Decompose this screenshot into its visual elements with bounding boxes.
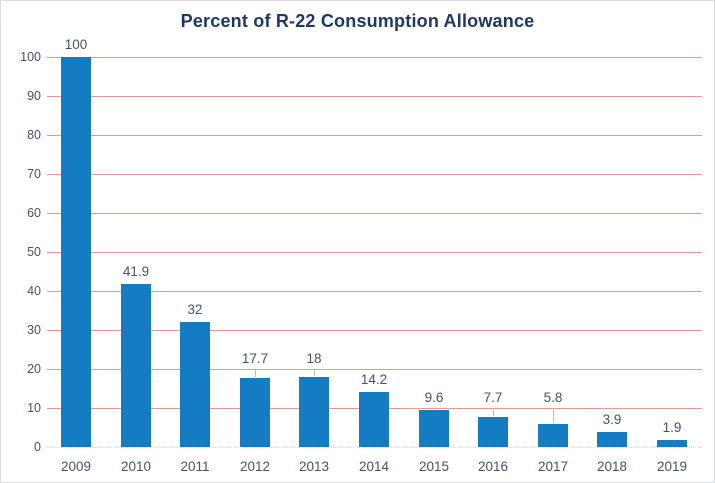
gridline: [47, 174, 702, 175]
data-label: 100: [64, 37, 88, 52]
data-label: 18: [306, 351, 322, 366]
bar-2015: [419, 410, 449, 447]
y-axis-tick-label: 30: [27, 323, 41, 337]
label-leader-line: [314, 369, 315, 376]
x-axis-tick-label: 2010: [120, 459, 152, 474]
y-axis-tick-label: 50: [27, 245, 41, 259]
y-axis-tick-label: 100: [20, 50, 41, 64]
y-axis-tick-label: 20: [27, 362, 41, 376]
data-label: 1.9: [662, 420, 682, 435]
data-label: 9.6: [424, 390, 444, 405]
data-label: 17.7: [241, 351, 269, 366]
y-axis-tick-label: 70: [27, 167, 41, 181]
data-label: 5.8: [543, 390, 563, 405]
x-axis-tick-label: 2017: [537, 459, 569, 474]
x-axis-tick-label: 2018: [596, 459, 628, 474]
x-axis-tick-label: 2019: [656, 459, 688, 474]
x-axis-tick-label: 2016: [477, 459, 509, 474]
bar-2010: [121, 284, 151, 447]
label-leader-line: [255, 369, 256, 377]
data-label: 7.7: [483, 390, 503, 405]
data-label: 3.9: [602, 412, 622, 427]
gridline: [47, 369, 702, 370]
y-axis-tick-label: 40: [27, 284, 41, 298]
x-axis-tick-label: 2013: [298, 459, 330, 474]
y-axis-tick-label: 10: [27, 401, 41, 415]
bar-2017: [538, 424, 568, 447]
x-axis-tick-label: 2011: [180, 459, 210, 474]
y-axis-tick-label: 60: [27, 206, 41, 220]
data-label: 32: [187, 302, 203, 317]
data-label: 14.2: [360, 372, 388, 387]
bar-2011: [180, 322, 210, 447]
x-axis-tick-label: 2009: [60, 459, 92, 474]
bar-2019: [657, 440, 687, 447]
gridline: [47, 57, 702, 58]
x-axis-tick-label: 2015: [418, 459, 450, 474]
x-axis-line: [47, 447, 702, 448]
gridline: [47, 252, 702, 253]
bar-2012: [240, 378, 270, 447]
x-axis-tick-label: 2012: [239, 459, 271, 474]
bar-2016: [478, 417, 508, 447]
y-axis-tick-label: 80: [27, 128, 41, 142]
chart-title: Percent of R-22 Consumption Allowance: [180, 11, 535, 31]
gridline: [47, 96, 702, 97]
label-leader-line: [493, 408, 494, 416]
x-axis-tick-label: 2014: [358, 459, 390, 474]
bar-2014: [359, 392, 389, 447]
bar-2018: [597, 432, 627, 447]
y-axis-tick-label: 0: [34, 440, 41, 454]
label-leader-line: [553, 408, 554, 423]
gridline: [47, 213, 702, 214]
gridline: [47, 135, 702, 136]
y-axis-tick-label: 90: [27, 89, 41, 103]
bar-2013: [299, 377, 329, 447]
bar-2009: [61, 57, 91, 447]
gridline: [47, 291, 702, 292]
gridline: [47, 330, 702, 331]
data-label: 41.9: [122, 264, 150, 279]
